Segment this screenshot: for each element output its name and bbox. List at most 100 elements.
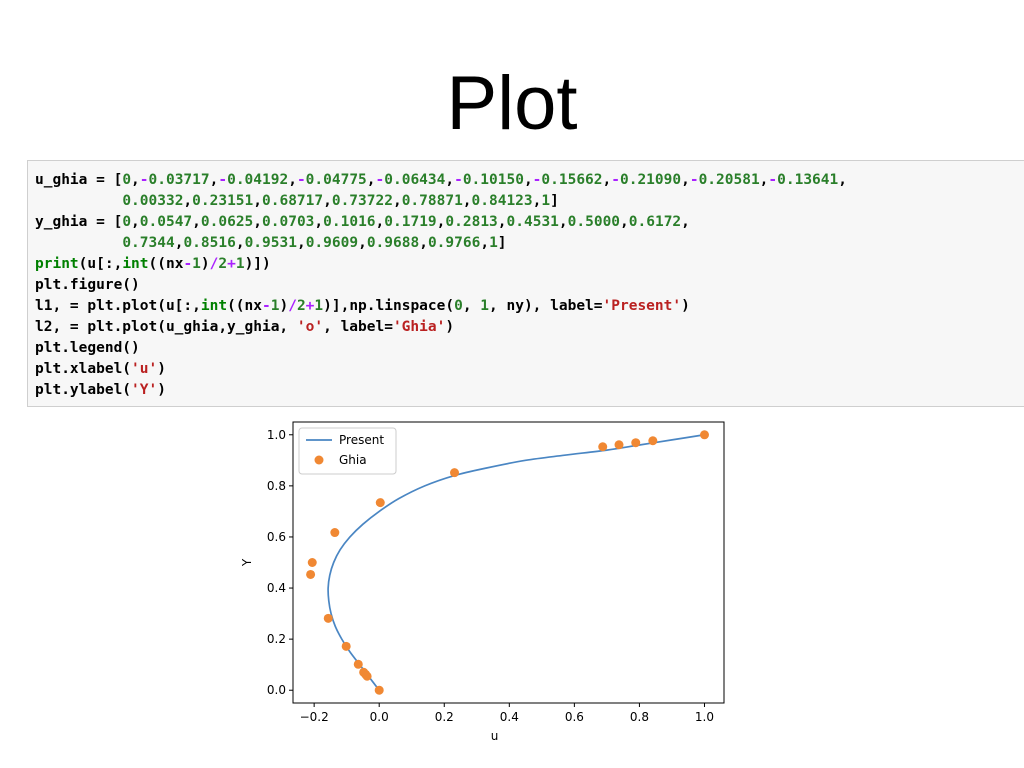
ghia-point	[323, 613, 333, 623]
code-token: 0.0625	[200, 214, 254, 230]
code-token: ((nx	[227, 298, 262, 314]
x-tick-label: 0.2	[435, 710, 454, 724]
legend-marker-ghia	[314, 455, 324, 465]
code-token: 'Y'	[131, 382, 158, 398]
line-chart: −0.2 0.0 0.2 0.4 0.6 0.8 1.0 0.0 0.2 0.4 0.6 0.8 1.0…	[240, 421, 725, 743]
code-token: -	[375, 172, 385, 188]
code-line: u_ghia = [0,-0.03717,-0.04192,-0.04775,-…	[35, 170, 847, 191]
code-token: 0.6172	[628, 214, 682, 230]
code-token: ,	[183, 193, 193, 209]
code-token: l2, = plt.plot(u_ghia,y_ghia,	[35, 319, 297, 335]
code-token: ,	[480, 235, 490, 251]
code-token: ,	[323, 193, 332, 209]
code-token: 0.68717	[262, 193, 324, 209]
code-token: ,	[375, 214, 385, 230]
code-token: print	[35, 256, 79, 272]
code-token: ,	[235, 235, 245, 251]
x-tick-label: 0.0	[370, 710, 389, 724]
ghia-point	[614, 440, 624, 450]
code-token: )])	[244, 256, 271, 272]
code-token: 0.9766	[427, 235, 481, 251]
code-token: +	[305, 298, 315, 314]
code-token: 0.21090	[619, 172, 682, 188]
code-line: 0.00332,0.23151,0.68717,0.73722,0.78871,…	[35, 191, 847, 212]
ghia-point	[598, 442, 608, 452]
code-token: ,	[358, 235, 367, 251]
x-tick-label: −0.2	[300, 710, 329, 724]
slide-title: Plot	[446, 61, 578, 146]
y-axis-label: Y	[240, 558, 254, 567]
code-token: 0.9688	[366, 235, 420, 251]
code-token: ,	[602, 172, 612, 188]
code-token: ,	[681, 172, 690, 188]
code-token: -	[532, 172, 542, 188]
code-token: ,	[462, 298, 481, 314]
code-token: 0.78871	[401, 193, 463, 209]
ghia-point	[375, 498, 385, 508]
code-token: ((nx	[148, 256, 184, 272]
code-token: ,	[392, 193, 402, 209]
code-token: 1	[489, 235, 498, 251]
x-axis-label: u	[491, 729, 499, 743]
code-token: ,	[296, 235, 306, 251]
code-line: plt.figure()	[35, 275, 847, 296]
code-token: ]	[550, 193, 559, 209]
code-token: )	[157, 382, 166, 398]
code-token: , ny), label=	[489, 298, 603, 314]
code-token: ,	[192, 214, 201, 230]
plot-output: −0.2 0.0 0.2 0.4 0.6 0.8 1.0 0.0 0.2 0.4 0.6 0.8 1.0…	[235, 414, 735, 754]
code-line: l2, = plt.plot(u_ghia,y_ghia, 'o', label…	[35, 317, 847, 338]
code-token	[35, 235, 122, 251]
code-token: ,	[253, 193, 262, 209]
legend-label-present: Present	[339, 433, 384, 447]
code-token: ,	[462, 193, 472, 209]
code-line: plt.xlabel('u')	[35, 359, 847, 380]
code-token: plt.ylabel(	[35, 382, 132, 398]
code-token: (u[:,	[78, 256, 123, 272]
x-tick-label: 1.0	[695, 710, 714, 724]
y-tick-label: 0.6	[267, 530, 286, 544]
code-token: ,	[532, 193, 542, 209]
code-token: plt.figure()	[35, 277, 140, 293]
code-token: -	[262, 298, 271, 314]
code-token: )],np.linspace(	[323, 298, 455, 314]
code-token: ,	[681, 214, 690, 230]
code-token: )	[200, 256, 210, 272]
ghia-point	[359, 667, 369, 677]
code-line: print(u[:,int((nx-1)/2+1)])	[35, 254, 847, 275]
ghia-point	[306, 569, 316, 579]
code-token: 0.04775	[305, 172, 367, 188]
code-token: 0.73722	[331, 193, 393, 209]
code-cell[interactable]: u_ghia = [0,-0.03717,-0.04192,-0.04775,-…	[27, 160, 1024, 407]
code-token: int	[122, 256, 149, 272]
code-token: 0.2813	[445, 214, 498, 230]
code-token: 0.10150	[462, 172, 524, 188]
code-token: ,	[209, 172, 219, 188]
x-tick-label: 0.4	[500, 710, 519, 724]
code-token: ,	[497, 214, 507, 230]
code-token: 0.8516	[183, 235, 236, 251]
code-token: ,	[445, 172, 455, 188]
code-token: ,	[558, 214, 568, 230]
y-tick-label: 0.4	[267, 581, 286, 595]
code-token: )	[157, 361, 166, 377]
code-line: y_ghia = [0,0.0547,0.0625,0.0703,0.1016,…	[35, 212, 847, 233]
code-token: 1	[541, 193, 551, 209]
code-token: 1	[270, 298, 280, 314]
code-token: -	[454, 172, 463, 188]
code-token: 0.0547	[139, 214, 193, 230]
code-token: 1	[314, 298, 324, 314]
code-line: l1, = plt.plot(u[:,int((nx-1)/2+1)],np.l…	[35, 296, 847, 317]
code-editor[interactable]: u_ghia = [0,-0.03717,-0.04192,-0.04775,-…	[35, 170, 847, 401]
code-token: 0.20581	[698, 172, 760, 188]
code-token: 0.04192	[227, 172, 289, 188]
code-token: ,	[523, 172, 533, 188]
code-token: ,	[131, 214, 140, 230]
code-token: 1	[480, 298, 490, 314]
code-token: plt.legend()	[35, 340, 140, 356]
code-token: 0	[454, 298, 463, 314]
code-token: u_ghia = [	[35, 172, 123, 188]
code-token: ,	[288, 172, 297, 188]
code-token: int	[200, 298, 228, 314]
code-token: -	[139, 172, 149, 188]
